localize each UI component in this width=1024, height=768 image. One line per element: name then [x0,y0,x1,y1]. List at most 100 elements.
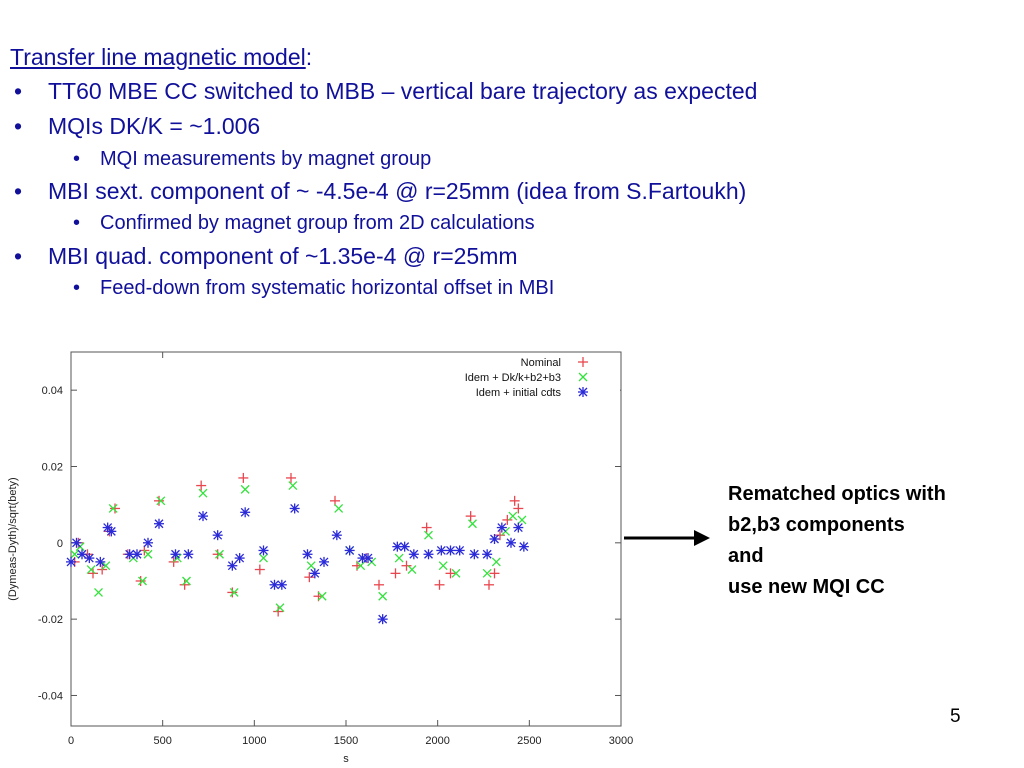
data-point [356,561,366,571]
data-point [374,579,384,590]
data-point [401,560,412,571]
legend-box [214,350,620,410]
legend-label: Idem + Dk/k+b2+b3 [465,372,561,384]
sub-bullet-mark: • [73,277,81,299]
y-tick-label: 0.04 [42,385,63,397]
sub-bullet-text: Confirmed by magnet group from 2D calcul… [100,212,535,234]
data-point [215,549,224,559]
data-point [234,553,245,564]
data-point [344,545,355,556]
data-point [377,614,388,625]
data-point [502,514,513,525]
bullet-mark: • [14,243,23,269]
y-tick-label: 0 [57,538,63,550]
data-point [509,495,520,506]
data-point [254,564,265,575]
data-point [482,549,493,560]
data-point [106,526,117,537]
data-point [495,530,505,541]
data-point [77,549,87,560]
side-note-line: and [728,545,764,567]
data-point [513,503,524,514]
scatter-chart: 0 500 1000 1500 2000 2500 3000 -0.04 -0.02 0 0.02 0… [7,350,633,765]
data-point [229,587,239,597]
data-point [518,541,529,552]
sub-bullet-mark: • [73,148,81,170]
x-tick-label: 2500 [517,735,541,747]
data-point [317,591,327,601]
legend-marker [578,387,588,397]
data-point [390,568,401,579]
data-point [484,579,494,590]
data-point [513,522,524,533]
x-tick-label: 2000 [425,735,449,747]
data-point [306,561,316,571]
bullet-mark: • [14,78,23,104]
data-point [465,511,476,522]
heading-title: Transfer line magnetic model [10,44,306,70]
data-point [269,579,280,590]
data-point [434,579,445,590]
data-point [227,560,238,571]
data-point [469,549,480,560]
side-note-line: use new MQI CC [728,576,885,598]
arrow-right-icon [624,530,710,546]
data-point [132,549,142,560]
data-point [363,553,373,564]
data-point [143,549,153,559]
data-point [496,522,507,533]
data-point [436,545,447,556]
data-point [489,568,500,579]
data-point [198,511,208,522]
x-tick-label: 1000 [242,735,266,747]
sub-bullet-text: MQI measurements by magnet group [100,148,432,170]
data-point [309,568,320,579]
data-point [275,603,285,613]
data-point [238,472,249,483]
data-point [170,549,181,560]
data-point [489,534,500,544]
data-point [70,549,80,559]
data-point [183,549,194,560]
data-point [331,530,342,541]
y-tick-label: 0.02 [42,461,63,473]
data-point [94,587,103,597]
data-point [101,561,111,571]
y-axis-label: (Dymeas-Dyth)/sqrt(bety) [7,477,19,600]
data-point [289,503,300,514]
page-number: 5 [950,706,961,727]
x-tick-label: 1500 [334,735,358,747]
data-point [179,579,190,590]
data-point [154,495,164,506]
data-point [454,545,465,556]
sub-bullet-text: Feed-down from systematic horizontal off… [100,277,555,299]
data-point [394,553,404,563]
data-point [196,480,207,491]
data-point [445,545,456,556]
data-point [451,568,461,578]
data-point [288,481,298,491]
side-note: Rematched optics with b2,b3 components a… [728,479,1018,603]
side-note-line: Rematched optics with [728,483,946,505]
data-point [86,565,96,574]
data-point [445,568,456,579]
data-point [482,568,492,578]
data-point [138,576,147,586]
bullet-text: MBI quad. component of ~1.35e-4 @ r=25mm [48,243,518,269]
data-point [517,515,527,525]
data-point [421,522,432,533]
data-point [378,591,388,601]
data-point [334,504,344,513]
data-point [302,549,313,560]
data-point [227,587,238,598]
legend-label: Nominal [521,357,561,369]
y-tick-label: -0.02 [38,614,63,626]
data-point [240,484,250,494]
data-point [319,556,329,567]
bullet-text: MQIs DK/K = ~1.006 [48,113,261,139]
data-point [407,565,417,574]
data-point [154,518,164,529]
data-point [240,507,251,518]
data-point [135,575,146,586]
bullet-mark: • [14,178,23,204]
